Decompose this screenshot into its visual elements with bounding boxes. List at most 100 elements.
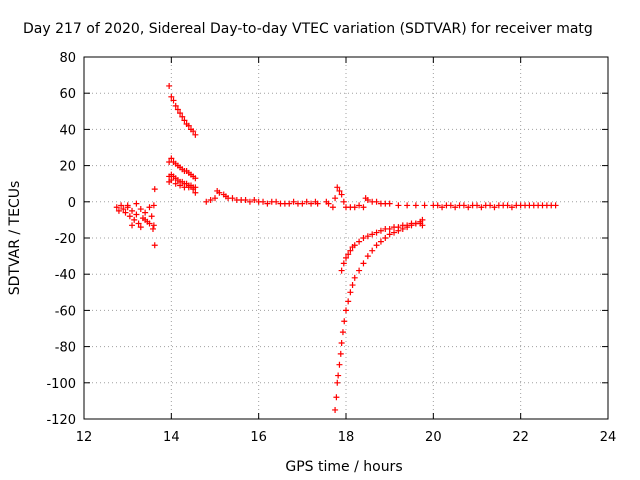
data-point xyxy=(386,231,393,238)
data-point xyxy=(185,122,192,129)
data-point xyxy=(452,204,459,211)
data-point xyxy=(356,267,363,274)
data-point xyxy=(290,198,297,205)
data-point xyxy=(343,254,349,261)
y-tick-label: 20 xyxy=(59,160,76,175)
data-point xyxy=(118,202,125,209)
data-point xyxy=(377,238,384,245)
y-tick-label: 0 xyxy=(68,196,76,211)
x-tick-label: 12 xyxy=(76,430,93,445)
y-tick-label: -120 xyxy=(46,413,76,428)
data-point xyxy=(340,198,347,205)
x-tick-label: 16 xyxy=(250,430,267,445)
y-tick-label: 60 xyxy=(59,87,76,102)
data-point xyxy=(172,102,179,109)
x-tick-label: 18 xyxy=(338,430,355,445)
data-point xyxy=(336,361,343,368)
data-point xyxy=(177,182,184,189)
x-tick-label: 20 xyxy=(425,430,442,445)
data-point xyxy=(192,175,199,182)
data-point xyxy=(151,242,158,249)
data-point xyxy=(404,222,411,229)
y-tick-label: -40 xyxy=(55,268,76,283)
y-tick-label: -80 xyxy=(55,341,76,356)
data-point xyxy=(334,379,341,386)
data-point xyxy=(478,204,485,211)
data-point xyxy=(192,189,199,196)
data-point xyxy=(419,216,426,223)
data-point xyxy=(168,155,175,162)
data-point xyxy=(133,211,140,218)
data-point xyxy=(192,131,199,138)
data-point xyxy=(460,202,467,209)
data-point xyxy=(439,204,446,211)
data-point xyxy=(377,227,384,234)
data-point xyxy=(190,186,197,193)
data-point xyxy=(508,204,515,211)
x-tick-label: 14 xyxy=(163,430,180,445)
data-points xyxy=(113,82,559,413)
data-point xyxy=(124,202,131,209)
data-point xyxy=(504,202,511,209)
data-point xyxy=(345,298,352,305)
data-point xyxy=(113,204,120,211)
data-point xyxy=(419,222,426,229)
grid xyxy=(84,57,608,419)
data-point xyxy=(351,242,358,249)
data-point xyxy=(360,204,367,211)
data-point xyxy=(474,202,480,209)
data-point xyxy=(122,209,129,216)
data-point xyxy=(166,82,173,89)
data-point xyxy=(349,282,356,289)
data-point xyxy=(126,213,133,220)
data-point xyxy=(487,202,494,209)
data-point xyxy=(264,200,271,207)
axis-ticks: 12 14 16 18 20 22 24 -120 -100 -80 -60 -40 -20 0 20 40 6… xyxy=(46,51,616,445)
data-point xyxy=(135,220,142,227)
data-point xyxy=(404,202,411,209)
data-point xyxy=(120,206,127,213)
data-point xyxy=(115,207,122,214)
data-point xyxy=(172,180,179,187)
data-point xyxy=(364,196,371,203)
data-point xyxy=(337,350,344,357)
data-point xyxy=(421,202,428,209)
data-point xyxy=(314,200,321,207)
data-point xyxy=(148,213,155,220)
data-point xyxy=(129,222,136,229)
data-point xyxy=(491,204,498,211)
data-point xyxy=(146,204,153,211)
data-point xyxy=(299,200,306,207)
data-point xyxy=(386,225,393,232)
data-point xyxy=(273,198,280,205)
y-axis-label: SDTVAR / TECUs xyxy=(7,181,23,296)
data-point xyxy=(338,339,345,346)
data-point xyxy=(386,200,393,207)
data-point xyxy=(347,247,354,254)
data-point xyxy=(151,186,158,193)
data-point xyxy=(329,204,336,211)
data-point xyxy=(185,184,192,191)
y-tick-label: 80 xyxy=(59,51,76,66)
data-point xyxy=(382,235,389,241)
data-point xyxy=(177,110,184,117)
data-point xyxy=(203,198,210,205)
data-point xyxy=(207,196,214,203)
data-point xyxy=(447,202,454,209)
data-point xyxy=(332,406,339,413)
data-point xyxy=(364,233,371,240)
data-point xyxy=(339,329,346,336)
data-point xyxy=(216,189,223,196)
chart-title: Day 217 of 2020, Sidereal Day-to-day VTE… xyxy=(23,21,593,37)
data-point xyxy=(212,195,218,202)
x-tick-label: 24 xyxy=(600,430,617,445)
data-point xyxy=(465,204,472,211)
data-point xyxy=(336,187,343,194)
data-point xyxy=(434,202,441,209)
data-point xyxy=(149,225,156,232)
data-point xyxy=(168,177,175,184)
data-point xyxy=(137,206,144,213)
data-point xyxy=(303,198,310,205)
data-point xyxy=(356,238,363,245)
